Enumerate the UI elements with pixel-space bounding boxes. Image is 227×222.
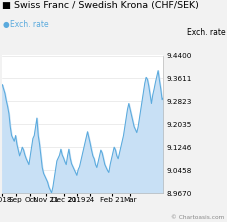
Text: ■ Swiss Franc / Swedish Krona (CHF/SEK): ■ Swiss Franc / Swedish Krona (CHF/SEK)	[2, 1, 199, 10]
Text: ●: ●	[2, 20, 9, 29]
Text: Exch. rate: Exch. rate	[187, 28, 226, 37]
Text: Exch. rate: Exch. rate	[10, 20, 49, 29]
Text: © Chartoasis.com: © Chartoasis.com	[171, 215, 225, 220]
